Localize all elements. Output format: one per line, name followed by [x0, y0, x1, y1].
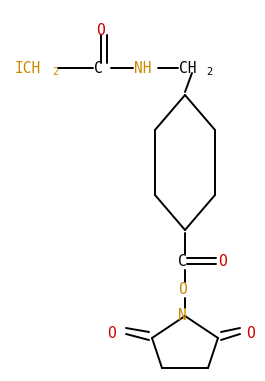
- Text: O: O: [246, 325, 255, 341]
- Text: O: O: [96, 22, 105, 37]
- Text: O: O: [107, 325, 116, 341]
- Text: C: C: [178, 255, 187, 269]
- Text: CH: CH: [179, 61, 197, 75]
- Text: O: O: [178, 282, 187, 298]
- Text: NH: NH: [134, 61, 152, 75]
- Text: O: O: [218, 255, 227, 269]
- Text: C: C: [94, 61, 103, 75]
- Text: ICH: ICH: [15, 61, 41, 75]
- Text: 2: 2: [52, 67, 58, 77]
- Text: 2: 2: [206, 67, 212, 77]
- Text: N: N: [178, 309, 187, 323]
